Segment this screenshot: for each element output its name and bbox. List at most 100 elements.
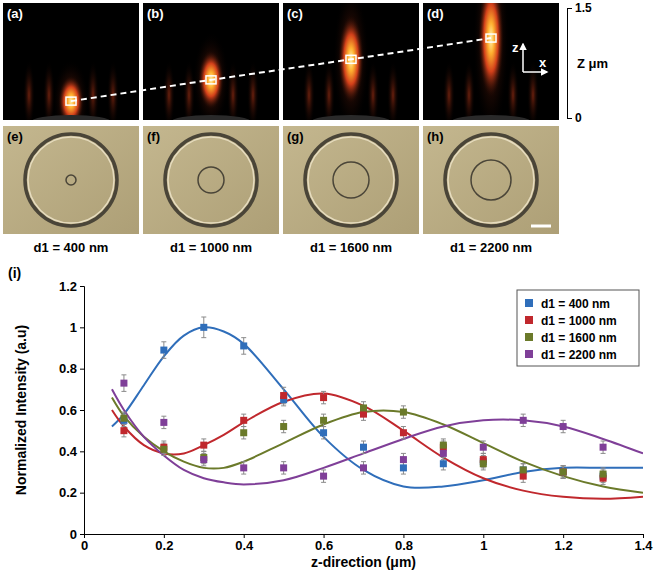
error-bar-cap — [561, 420, 566, 421]
data-point — [520, 466, 527, 473]
error-bar-cap — [121, 412, 126, 413]
simulation-panels: (a)(b)(c)(d)zx — [3, 0, 559, 143]
error-bar — [161, 441, 166, 453]
focus-marker — [66, 97, 76, 105]
data-point — [400, 429, 407, 436]
data-point — [200, 456, 207, 463]
tick-label: 1.2 — [59, 279, 77, 294]
error-bar-cap — [121, 374, 126, 375]
error-bar — [201, 451, 206, 463]
error-bar-cap — [281, 420, 286, 421]
error-bar-cap — [561, 465, 566, 466]
legend: d1 = 400 nmd1 = 1000 nmd1 = 1600 nmd1 = … — [517, 290, 639, 366]
side-lobe — [387, 60, 399, 120]
panel-label: (d) — [427, 6, 444, 21]
error-bar-cap — [481, 441, 486, 442]
tick-label: 1.4 — [634, 538, 653, 553]
tick-mark — [80, 493, 84, 494]
legend-label: d1 = 400 nm — [541, 297, 610, 311]
error-bar — [521, 414, 526, 426]
data-point — [520, 466, 527, 473]
panel-label: (f) — [147, 129, 160, 144]
error-bar-cap — [401, 474, 406, 475]
error-bar-cap — [201, 453, 206, 454]
data-point — [160, 419, 167, 426]
fit-line — [112, 389, 643, 484]
outer-ring-highlight — [168, 137, 254, 223]
simulation-panel — [143, 3, 279, 120]
legend-marker — [525, 350, 533, 358]
data-point — [200, 324, 207, 331]
direction-label: x — [539, 55, 547, 70]
fit-line — [112, 393, 643, 498]
panel-label: (c) — [287, 6, 303, 21]
error-bar — [321, 427, 326, 439]
chart: (i)00.20.40.60.811.21.400.20.40.60.811.2… — [8, 265, 653, 570]
error-bar — [561, 420, 566, 432]
data-point — [240, 417, 247, 424]
error-bar — [241, 462, 246, 474]
data-point — [560, 469, 567, 476]
z-axis-line — [568, 9, 573, 119]
error-bar — [161, 342, 166, 359]
caption: d1 = 1600 nm — [310, 240, 392, 255]
error-bar-cap — [401, 438, 406, 439]
outer-ring-highlight — [308, 137, 394, 223]
data-point — [280, 464, 287, 471]
error-bar — [161, 443, 166, 455]
tick-mark — [80, 369, 84, 370]
data-point — [400, 409, 407, 416]
tick: 0.6 — [59, 403, 84, 418]
error-bar-cap — [561, 478, 566, 479]
error-bar-cap — [241, 414, 246, 415]
error-bar-cap — [521, 426, 526, 427]
x-axis: 00.20.40.60.811.21.4 — [81, 534, 653, 553]
tick-label: 1.2 — [555, 538, 573, 553]
tick: 0.6 — [315, 534, 333, 553]
inner-ring — [333, 162, 369, 198]
data-point — [320, 394, 327, 401]
error-bar-cap — [201, 451, 206, 452]
error-bar — [281, 420, 286, 432]
legend-entry: d1 = 1000 nm — [525, 314, 617, 328]
error-bar-cap — [161, 443, 166, 444]
side-lobe — [183, 60, 195, 120]
fit-line — [112, 398, 643, 493]
tick-label: 0.4 — [235, 538, 254, 553]
axis-title: Normalized Intensity (a.u) — [13, 325, 29, 495]
error-bar-cap — [401, 418, 406, 419]
tick-label: 1 — [480, 538, 487, 553]
error-bar-cap — [121, 424, 126, 425]
data-point — [600, 471, 607, 478]
outer-ring — [165, 134, 257, 226]
data-point — [320, 417, 327, 424]
data-point — [600, 444, 607, 451]
tick: 1.5 — [567, 1, 592, 15]
error-bar — [121, 424, 126, 436]
side-lobe — [443, 60, 455, 120]
error-bar-cap — [521, 414, 526, 415]
error-bar-cap — [521, 463, 526, 464]
data-point — [520, 473, 527, 480]
error-bar — [401, 406, 406, 418]
error-bar — [201, 317, 206, 338]
outer-ring-highlight — [448, 137, 534, 223]
error-bar-cap — [161, 416, 166, 417]
error-bar-cap — [201, 451, 206, 452]
error-bar-cap — [281, 387, 286, 388]
simulation-panel — [3, 3, 139, 120]
error-bar-cap — [361, 461, 366, 462]
side-lobe — [463, 60, 475, 120]
simulation-panel — [423, 3, 559, 120]
error-bar-cap — [441, 459, 446, 460]
side-lobe — [527, 60, 539, 120]
error-bar-cap — [361, 453, 366, 454]
beam-tail — [53, 60, 89, 120]
micrograph-background — [3, 126, 139, 234]
error-bar-cap — [601, 467, 606, 468]
error-bar-cap — [241, 474, 246, 475]
data-point — [560, 469, 567, 476]
micrograph-background — [283, 126, 419, 234]
tick-label: 0.8 — [59, 361, 77, 376]
data-point — [280, 392, 287, 399]
